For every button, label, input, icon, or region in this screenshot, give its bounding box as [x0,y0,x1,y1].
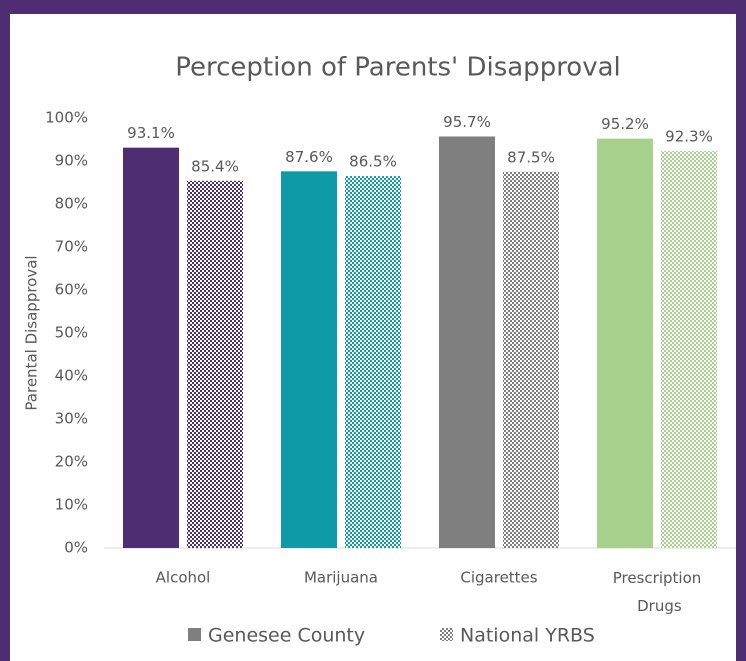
chart-title: Perception of Parents' Disapproval [175,53,621,83]
value-label: 93.1% [127,124,175,142]
value-label: 95.2% [601,115,649,133]
bar [503,171,559,548]
bar [187,180,243,548]
legend-swatch [440,628,453,641]
y-tick-label: 100% [45,109,88,127]
bar [345,176,401,549]
x-tick-label: Prescription Drugs [613,569,702,615]
y-tick-label: 50% [55,324,88,342]
legend-swatch [188,628,201,641]
y-tick-label: 20% [55,453,88,471]
y-tick-label: 60% [55,281,88,299]
value-label: 85.4% [191,157,239,175]
bar [597,138,653,548]
y-tick-label: 80% [55,195,88,213]
value-label: 86.5% [349,153,397,171]
value-label: 95.7% [443,113,491,131]
y-tick-label: 70% [55,238,88,256]
y-tick-label: 0% [64,539,88,557]
legend-label: National YRBS [460,625,595,647]
y-axis-label: Parental Disapproval [23,255,41,410]
bar [439,136,495,549]
y-tick-label: 10% [55,496,88,514]
bar [123,147,179,549]
x-tick-label: Alcohol [156,569,211,587]
value-label: 92.3% [665,128,713,146]
value-label: 87.6% [285,148,333,166]
y-tick-label: 90% [55,152,88,170]
legend-label: Genesee County [208,625,365,647]
y-tick-label: 40% [55,367,88,385]
value-label: 87.5% [507,148,555,166]
bar [661,151,717,549]
x-tick-label: Marijuana [304,569,378,587]
y-tick-label: 30% [55,410,88,428]
x-tick-label: Cigarettes [460,569,537,587]
bar [281,171,337,548]
